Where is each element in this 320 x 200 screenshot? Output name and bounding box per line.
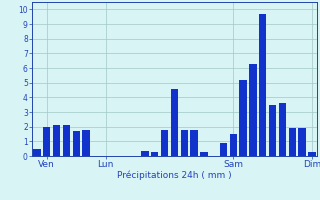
Bar — [161, 130, 168, 156]
Bar — [53, 125, 60, 156]
Bar — [259, 14, 267, 156]
Bar — [43, 127, 51, 156]
Bar — [63, 125, 70, 156]
Bar — [33, 149, 41, 156]
Bar — [220, 143, 227, 156]
Bar — [308, 152, 316, 156]
Bar — [180, 130, 188, 156]
Bar — [151, 152, 158, 156]
Bar — [269, 105, 276, 156]
Bar — [298, 128, 306, 156]
X-axis label: Précipitations 24h ( mm ): Précipitations 24h ( mm ) — [117, 171, 232, 180]
Bar — [200, 152, 208, 156]
Bar — [279, 103, 286, 156]
Bar — [230, 134, 237, 156]
Bar — [289, 128, 296, 156]
Bar — [73, 131, 80, 156]
Bar — [239, 80, 247, 156]
Bar — [141, 151, 148, 156]
Bar — [82, 130, 90, 156]
Bar — [171, 89, 178, 156]
Bar — [249, 64, 257, 156]
Bar — [190, 130, 198, 156]
